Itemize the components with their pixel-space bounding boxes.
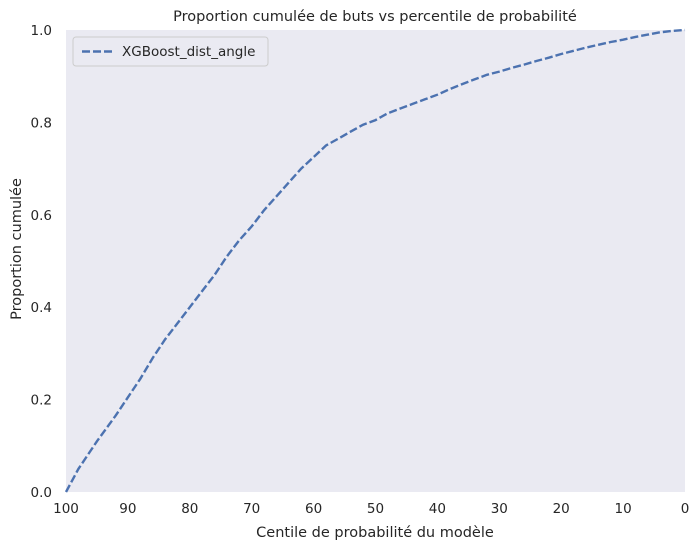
series-line	[64, 28, 686, 493]
x-tick-label: 20	[553, 501, 570, 517]
y-axis-label: Proportion cumulée	[9, 178, 25, 320]
x-tick-label: 100	[53, 501, 79, 517]
x-tick-label: 70	[243, 501, 260, 517]
legend: XGBoost_dist_angle	[72, 36, 269, 67]
x-tick-label: 10	[615, 501, 632, 517]
x-tick-label: 40	[429, 501, 446, 517]
x-axis-ticks: 100 90 80 70 60 50 40 30 20 10 0	[53, 501, 689, 517]
x-tick-label: 80	[181, 501, 198, 517]
plot-area	[66, 30, 685, 492]
x-tick-label: 50	[367, 501, 384, 517]
y-tick-label: 0.6	[31, 208, 52, 224]
chart-title: Proportion cumulée de buts vs percentile…	[173, 9, 577, 25]
y-tick-label: 1.0	[31, 23, 52, 39]
y-tick-label: 0.2	[31, 393, 52, 409]
legend-label: XGBoost_dist_angle	[122, 44, 255, 60]
x-axis-label: Centile de probabilité du modèle	[256, 525, 494, 541]
x-tick-label: 90	[119, 501, 136, 517]
y-tick-label: 0.0	[31, 485, 52, 501]
legend-box	[72, 36, 269, 67]
x-tick-label: 30	[491, 501, 508, 517]
y-axis-ticks: 0.0 0.2 0.4 0.6 0.8 1.0	[31, 23, 52, 501]
x-tick-label: 60	[305, 501, 322, 517]
y-tick-label: 0.4	[31, 300, 52, 316]
y-tick-label: 0.8	[31, 115, 52, 131]
x-tick-label: 0	[681, 501, 690, 517]
